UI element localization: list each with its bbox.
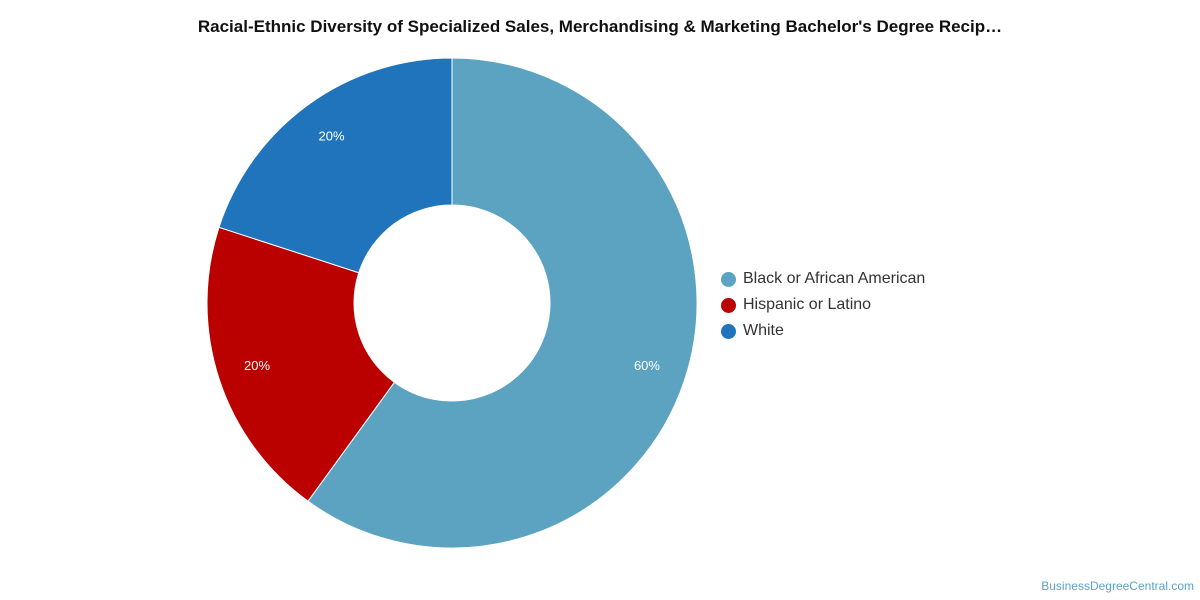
donut-slice-black-or-african-american[interactable] [307, 57, 698, 549]
chart-title: Racial-Ethnic Diversity of Specialized S… [197, 17, 1003, 36]
donut-slice-white[interactable] [218, 57, 453, 274]
donut-slices [206, 57, 698, 549]
donut-slice-hispanic-or-latino[interactable] [206, 226, 396, 502]
slice-value-label: 60% [634, 358, 660, 373]
donut-slice-labels: 60% 20% 20% [244, 129, 660, 373]
legend-swatch [721, 271, 736, 287]
source-credit[interactable]: BusinessDegreeCentral.com [1041, 579, 1194, 593]
chart-legend: Black or African American Hispanic or Lat… [721, 266, 925, 344]
legend-item-black-or-african-american[interactable]: Black or African American [721, 266, 925, 292]
legend-item-hispanic-or-latino[interactable]: Hispanic or Latino [721, 292, 925, 318]
slice-value-label: 20% [244, 358, 270, 373]
slice-value-label: 20% [318, 129, 344, 144]
legend-swatch [721, 323, 736, 339]
legend-label: White [743, 322, 784, 339]
legend-label: Black or African American [743, 270, 926, 287]
legend-item-white[interactable]: White [721, 318, 925, 344]
legend-swatch [721, 297, 736, 313]
legend-label: Hispanic or Latino [743, 296, 872, 313]
